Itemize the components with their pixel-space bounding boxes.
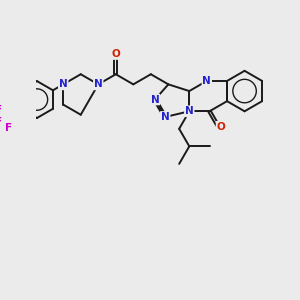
Text: N: N bbox=[59, 80, 68, 89]
Text: N: N bbox=[185, 106, 194, 116]
Text: O: O bbox=[217, 122, 225, 132]
Text: N: N bbox=[161, 112, 170, 122]
Text: O: O bbox=[111, 49, 120, 59]
Text: F: F bbox=[5, 123, 12, 133]
Text: N: N bbox=[94, 80, 103, 89]
Text: F: F bbox=[0, 105, 2, 115]
Text: N: N bbox=[202, 76, 211, 86]
Text: N: N bbox=[151, 94, 159, 104]
Text: F: F bbox=[0, 117, 2, 127]
